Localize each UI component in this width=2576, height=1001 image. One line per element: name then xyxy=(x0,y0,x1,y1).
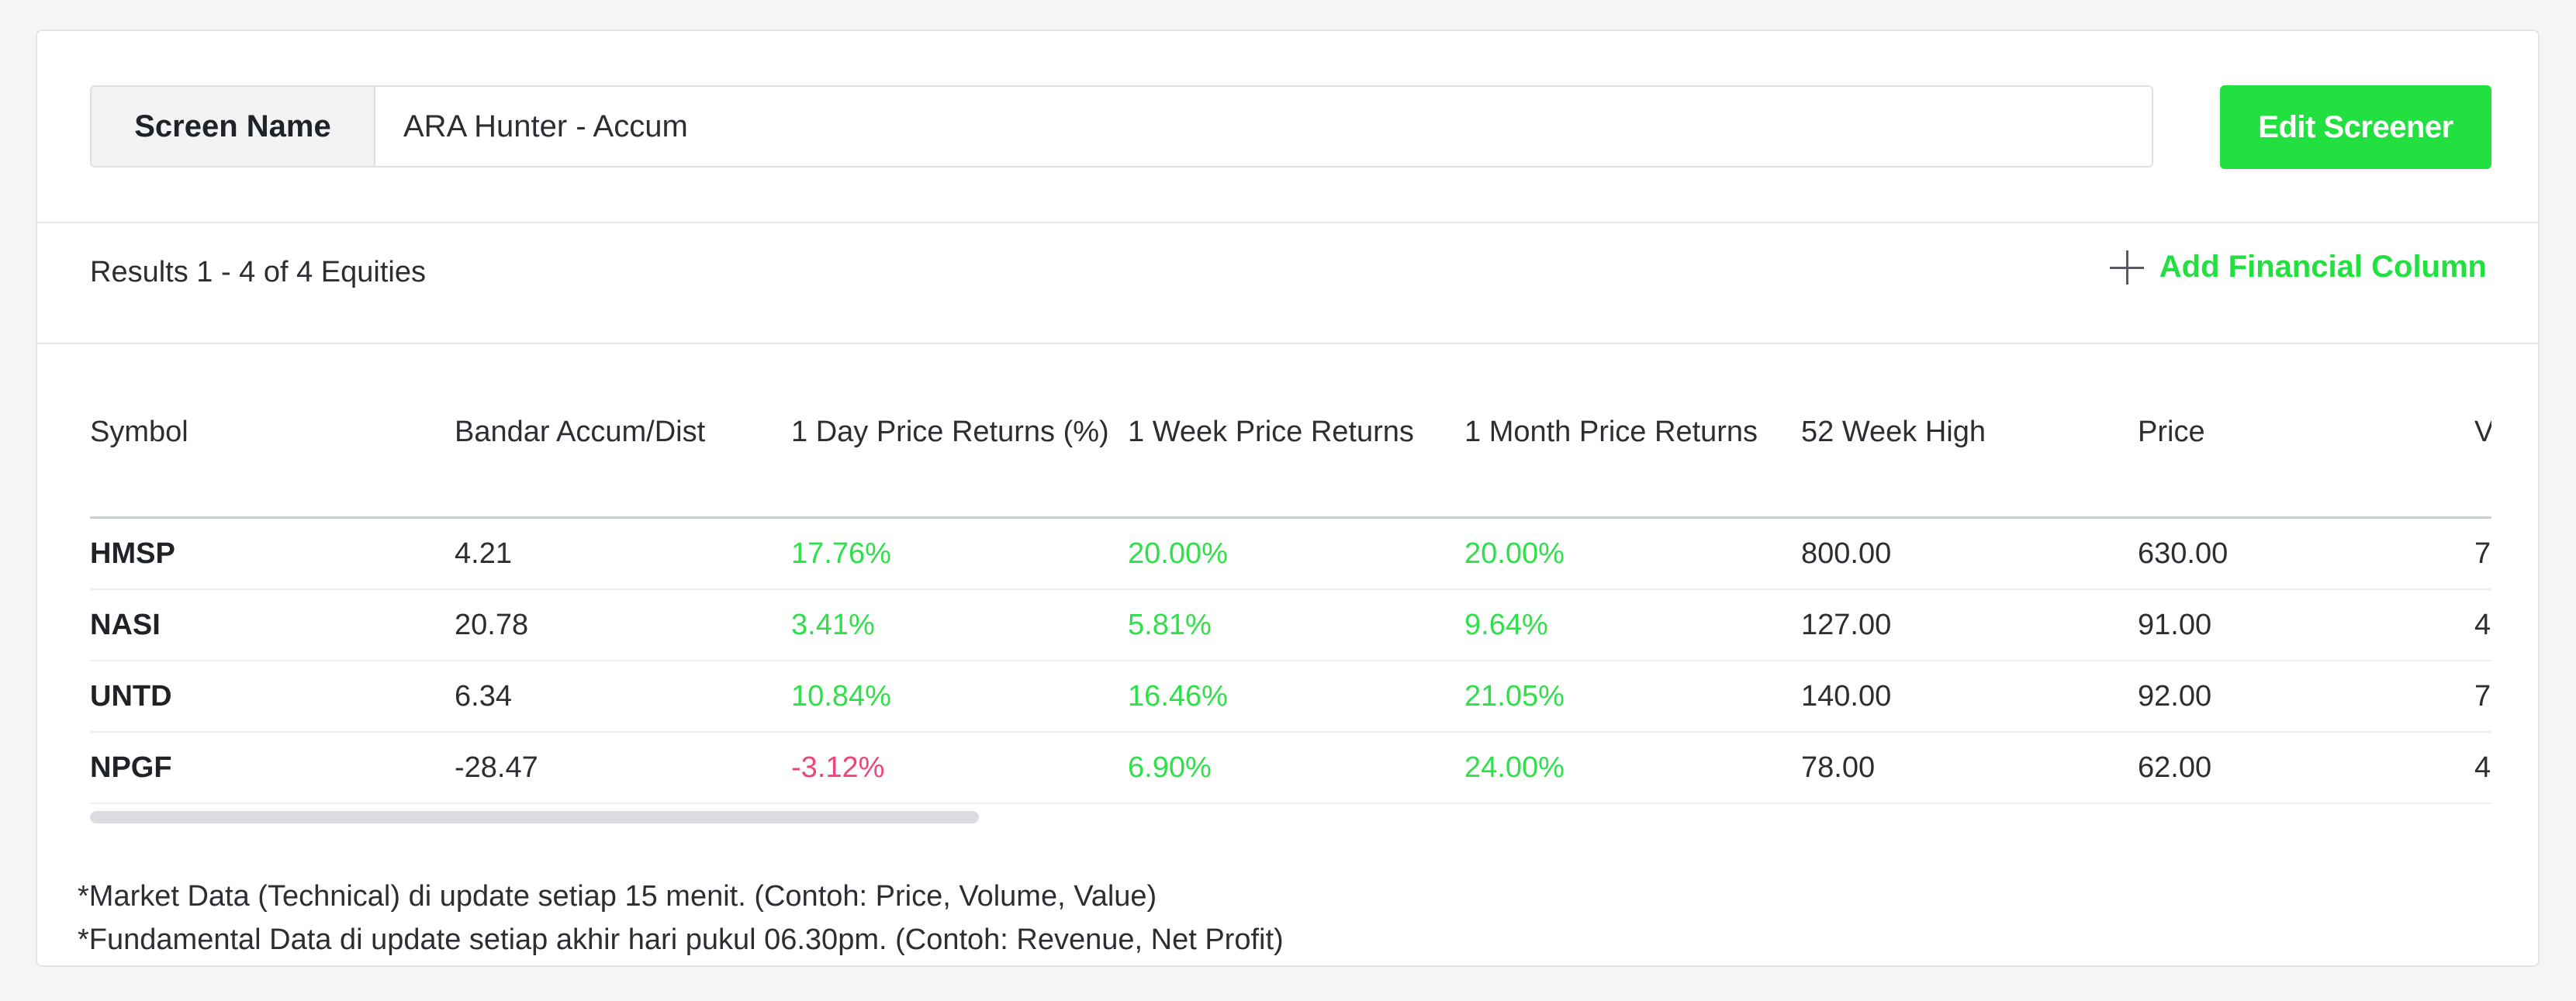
volume-cell: 7 xyxy=(2474,517,2491,590)
month-return-cell: 9.64% xyxy=(1464,589,1801,661)
screener-header: Screen Name Edit Screener xyxy=(90,85,2491,171)
price-cell: 630.00 xyxy=(2138,517,2474,590)
column-header-price[interactable]: Price xyxy=(2138,411,2474,519)
column-header-52-week-high[interactable]: 52 Week High xyxy=(1801,411,2138,519)
screen-name-input[interactable] xyxy=(375,87,2152,166)
column-header-1-month-price-returns[interactable]: 1 Month Price Returns xyxy=(1464,411,1801,519)
price-cell: 92.00 xyxy=(2138,661,2474,733)
symbol-cell[interactable]: HMSP xyxy=(90,517,455,590)
day-return-cell: 10.84% xyxy=(791,661,1128,733)
header-divider xyxy=(37,222,2538,223)
high52-cell: 78.00 xyxy=(1801,732,2138,804)
column-header-1-day-price-returns[interactable]: 1 Day Price Returns (%) xyxy=(791,411,1128,519)
column-header-bandar-accum-dist[interactable]: Bandar Accum/Dist xyxy=(455,411,791,519)
add-financial-column-button[interactable]: Add Financial Column xyxy=(2109,250,2487,285)
symbol-cell[interactable]: NPGF xyxy=(90,732,455,804)
results-table-container[interactable]: Symbol Bandar Accum/Dist 1 Day Price Ret… xyxy=(90,411,2491,830)
fundamental-data-note: *Fundamental Data di update setiap akhir… xyxy=(78,923,1284,956)
month-return-cell: 20.00% xyxy=(1464,517,1801,590)
bandar-cell: -28.47 xyxy=(455,732,791,804)
table-row[interactable]: HMSP 4.21 17.76% 20.00% 20.00% 800.00 63… xyxy=(90,517,2491,590)
bandar-cell: 4.21 xyxy=(455,517,791,590)
table-header-row: Symbol Bandar Accum/Dist 1 Day Price Ret… xyxy=(90,411,2491,519)
month-return-cell: 21.05% xyxy=(1464,661,1801,733)
symbol-cell[interactable]: NASI xyxy=(90,589,455,661)
results-summary: Results 1 - 4 of 4 Equities xyxy=(90,256,426,288)
market-data-note: *Market Data (Technical) di update setia… xyxy=(78,880,1157,913)
results-table: Symbol Bandar Accum/Dist 1 Day Price Ret… xyxy=(90,411,2491,804)
column-header-volume-truncated[interactable]: V xyxy=(2474,411,2491,519)
week-return-cell: 5.81% xyxy=(1128,589,1464,661)
bandar-cell: 6.34 xyxy=(455,661,791,733)
week-return-cell: 16.46% xyxy=(1128,661,1464,733)
day-return-cell: -3.12% xyxy=(791,732,1128,804)
screen-name-field-group: Screen Name xyxy=(90,85,2153,167)
bandar-cell: 20.78 xyxy=(455,589,791,661)
table-row[interactable]: NASI 20.78 3.41% 5.81% 9.64% 127.00 91.0… xyxy=(90,589,2491,661)
table-row[interactable]: UNTD 6.34 10.84% 16.46% 21.05% 140.00 92… xyxy=(90,661,2491,733)
table-row[interactable]: NPGF -28.47 -3.12% 6.90% 24.00% 78.00 62… xyxy=(90,732,2491,804)
plus-icon xyxy=(2109,250,2144,285)
high52-cell: 140.00 xyxy=(1801,661,2138,733)
day-return-cell: 17.76% xyxy=(791,517,1128,590)
month-return-cell: 24.00% xyxy=(1464,732,1801,804)
symbol-cell[interactable]: UNTD xyxy=(90,661,455,733)
price-cell: 91.00 xyxy=(2138,589,2474,661)
screen-name-label: Screen Name xyxy=(92,87,375,166)
volume-cell: 4 xyxy=(2474,732,2491,804)
week-return-cell: 20.00% xyxy=(1128,517,1464,590)
day-return-cell: 3.41% xyxy=(791,589,1128,661)
volume-cell: 4 xyxy=(2474,589,2491,661)
screener-card: Screen Name Edit Screener Results 1 - 4 … xyxy=(36,29,2540,967)
week-return-cell: 6.90% xyxy=(1128,732,1464,804)
price-cell: 62.00 xyxy=(2138,732,2474,804)
scrollbar-thumb[interactable] xyxy=(90,811,979,823)
high52-cell: 800.00 xyxy=(1801,517,2138,590)
high52-cell: 127.00 xyxy=(1801,589,2138,661)
column-header-1-week-price-returns[interactable]: 1 Week Price Returns xyxy=(1128,411,1464,519)
column-header-symbol[interactable]: Symbol xyxy=(90,411,455,519)
results-divider xyxy=(37,343,2538,344)
horizontal-scrollbar[interactable] xyxy=(90,811,2491,823)
edit-screener-button[interactable]: Edit Screener xyxy=(2220,85,2491,169)
data-update-notes: *Market Data (Technical) di update setia… xyxy=(78,875,1284,961)
volume-cell: 7 xyxy=(2474,661,2491,733)
add-financial-column-label: Add Financial Column xyxy=(2159,250,2487,284)
